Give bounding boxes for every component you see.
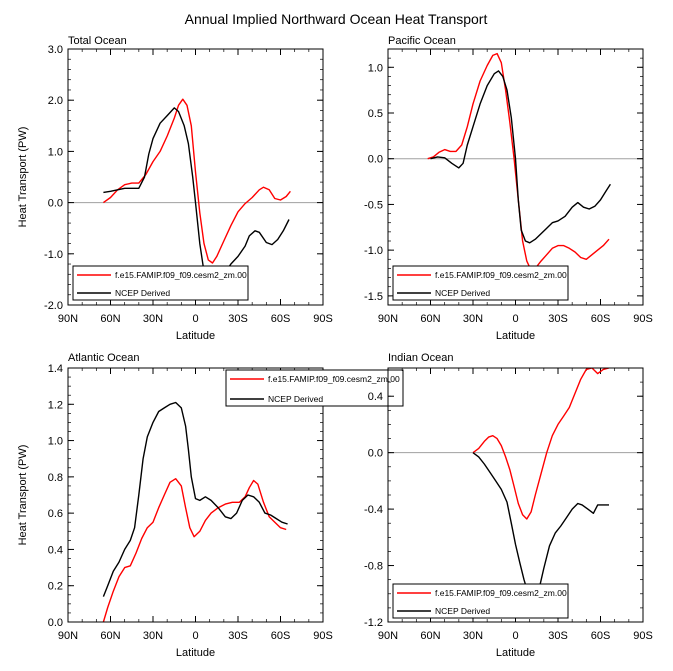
- x-axis-label: Latitude: [176, 647, 215, 659]
- legend: f.e15.FAMIP.f09_f09.cesm2_zm.00 NCEP Deri…: [392, 583, 569, 619]
- y-tick-label: 2.0: [48, 95, 63, 107]
- x-tick-label: 30N: [143, 313, 163, 325]
- x-tick-label: 30S: [228, 630, 248, 642]
- legend-label: f.e15.FAMIP.f09_f09.cesm2_zm.00: [435, 270, 567, 280]
- panel-pacific-ocean: Pacific Ocean -1.5 -1.0 -0.5 0.0 0.5 1.0 90N 60…: [364, 35, 653, 342]
- panel-title: Pacific Ocean: [388, 35, 456, 47]
- y-tick-label: 3.0: [48, 44, 63, 56]
- x-axis-label: Latitude: [496, 330, 535, 342]
- series-line-model: [427, 52, 610, 271]
- y-tick-label: 0.0: [48, 617, 63, 629]
- y-tick-label: 0.2: [48, 581, 63, 593]
- x-tick-label: 60S: [591, 630, 611, 642]
- series-line-model: [472, 368, 610, 520]
- x-tick-label: 90N: [58, 630, 78, 642]
- x-tick-label: 60N: [420, 630, 440, 642]
- y-tick-label: -0.8: [364, 561, 383, 573]
- y-tick-label: 0.0: [368, 154, 383, 166]
- legend-label: NCEP Derived: [268, 394, 323, 404]
- x-tick-label: 90S: [633, 630, 653, 642]
- legend-label: NCEP Derived: [435, 606, 490, 616]
- y-tick-label: -0.5: [364, 199, 383, 211]
- series-line-ncep: [102, 401, 288, 597]
- x-tick-label: 60N: [420, 313, 440, 325]
- series-line-ncep: [430, 70, 611, 244]
- legend-box: [225, 369, 404, 407]
- series-line-ncep: [103, 107, 290, 289]
- panel-title: Total Ocean: [68, 35, 127, 47]
- panel-title: Indian Ocean: [388, 352, 453, 364]
- series-line-model: [102, 98, 291, 264]
- panel-indian-ocean: Indian Ocean -1.2 -0.8 -0.4 0.0 0.4 90N 60N 30N…: [364, 352, 653, 659]
- legend-label: NCEP Derived: [435, 288, 490, 298]
- x-tick-label: 90S: [633, 313, 653, 325]
- panel-title: Atlantic Ocean: [68, 352, 140, 364]
- plot-frame: [387, 48, 644, 306]
- x-axis-label: Latitude: [176, 330, 215, 342]
- x-tick-label: 90N: [58, 313, 78, 325]
- legend-box: [392, 583, 569, 619]
- x-tick-label: 60S: [271, 313, 291, 325]
- x-tick-label: 90N: [378, 313, 398, 325]
- y-tick-label: -0.4: [364, 504, 383, 516]
- y-tick-label: -1.5: [364, 291, 383, 303]
- legend-label: NCEP Derived: [115, 288, 170, 298]
- x-tick-label: 0: [192, 630, 198, 642]
- x-tick-label: 0: [192, 313, 198, 325]
- x-tick-label: 30N: [143, 630, 163, 642]
- legend-label: f.e15.FAMIP.f09_f09.cesm2_zm.00: [435, 588, 567, 598]
- x-tick-label: 30N: [463, 313, 483, 325]
- y-tick-label: 0.4: [368, 391, 383, 403]
- x-axis-label: Latitude: [496, 647, 535, 659]
- y-axis-label: Heat Transport (PW): [17, 445, 29, 546]
- figure-title: Annual Implied Northward Ocean Heat Tran…: [185, 11, 488, 27]
- y-tick-label: 0.8: [48, 472, 63, 484]
- x-tick-label: 90N: [378, 630, 398, 642]
- y-tick-label: 0.6: [48, 508, 63, 520]
- plot-frame: [387, 367, 644, 623]
- y-tick-label: 1.0: [368, 62, 383, 74]
- x-tick-label: 90S: [313, 630, 333, 642]
- y-tick-label: 1.0: [48, 436, 63, 448]
- y-tick-label: -1.0: [364, 245, 383, 257]
- y-axis-label: Heat Transport (PW): [17, 127, 29, 228]
- y-tick-label: 1.2: [48, 399, 63, 411]
- y-tick-label: 1.0: [48, 146, 63, 158]
- plot-frame: [67, 367, 324, 623]
- x-tick-label: 0: [512, 630, 518, 642]
- plot-frame: [67, 48, 324, 306]
- y-tick-label: 0.0: [368, 448, 383, 460]
- x-tick-label: 30N: [463, 630, 483, 642]
- y-tick-label: -2.0: [44, 300, 63, 312]
- legend: f.e15.FAMIP.f09_f09.cesm2_zm.00 NCEP Deri…: [225, 369, 404, 407]
- panel-atlantic-ocean: Atlantic Ocean 0.0 0.2 0.4 0.6 0.8 1.0 1.2 1.4 9…: [17, 352, 404, 659]
- legend-box: [392, 265, 569, 301]
- series-line-model: [102, 478, 287, 622]
- x-tick-label: 90S: [313, 313, 333, 325]
- x-tick-label: 30S: [548, 630, 568, 642]
- x-tick-label: 60S: [271, 630, 291, 642]
- y-tick-label: -1.0: [44, 249, 63, 261]
- legend-box: [72, 265, 249, 301]
- x-tick-label: 60S: [591, 313, 611, 325]
- x-tick-label: 60N: [100, 630, 120, 642]
- x-tick-label: 0: [512, 313, 518, 325]
- x-tick-label: 60N: [100, 313, 120, 325]
- y-tick-label: -1.2: [364, 617, 383, 629]
- y-tick-label: 0.4: [48, 544, 63, 556]
- legend: f.e15.FAMIP.f09_f09.cesm2_zm.00 NCEP Deri…: [392, 265, 569, 301]
- legend-label: f.e15.FAMIP.f09_f09.cesm2_zm.00: [268, 374, 400, 384]
- legend: f.e15.FAMIP.f09_f09.cesm2_zm.00 NCEP Deri…: [72, 265, 249, 301]
- x-tick-label: 30S: [548, 313, 568, 325]
- y-tick-label: 0.0: [48, 198, 63, 210]
- legend-label: f.e15.FAMIP.f09_f09.cesm2_zm.00: [115, 270, 247, 280]
- y-tick-label: 1.4: [48, 363, 63, 375]
- y-tick-label: 0.5: [368, 108, 383, 120]
- panel-total-ocean: Total Ocean -2.0 -1.0 0.0 1.0 2.0 3.0 90N 60N 30…: [17, 35, 333, 342]
- x-tick-label: 30S: [228, 313, 248, 325]
